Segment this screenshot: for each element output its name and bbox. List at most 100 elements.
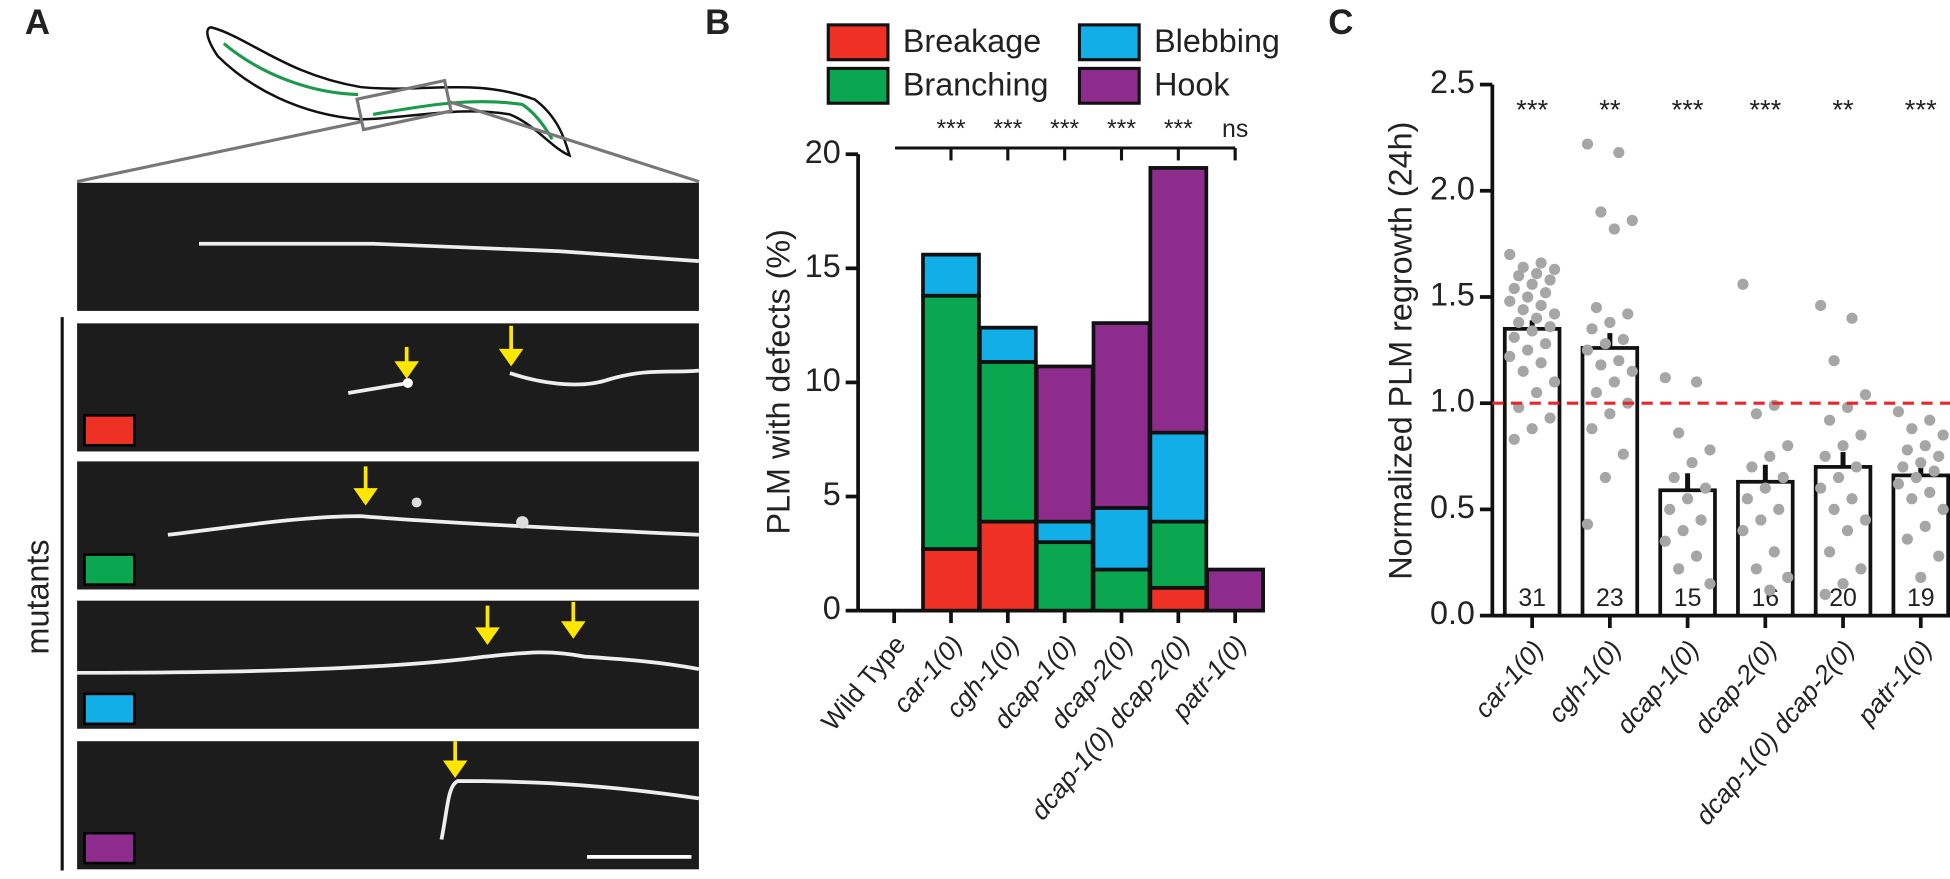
data-point (1919, 440, 1931, 452)
data-point (1673, 427, 1685, 439)
panel-a: A mutants (19, 3, 700, 871)
data-point (1777, 471, 1789, 484)
legend-swatch (83, 831, 136, 865)
bar-segment (977, 519, 1038, 613)
neurite (439, 779, 700, 840)
data-point (1910, 471, 1922, 484)
data-point (1613, 355, 1625, 367)
micrograph (77, 182, 699, 311)
data-point (1741, 493, 1754, 505)
bar-segment (1091, 321, 1152, 510)
significance: *** (993, 115, 1022, 143)
data-point (1915, 571, 1927, 583)
data-point (1746, 461, 1758, 473)
data-point (1815, 482, 1827, 494)
data-point (1539, 287, 1552, 299)
data-point (1759, 482, 1771, 494)
neurite (198, 241, 700, 264)
data-point (1508, 433, 1520, 445)
data-point (1824, 414, 1836, 426)
data-point (1531, 312, 1543, 324)
data-point (1690, 376, 1703, 388)
micrograph (77, 461, 699, 590)
y-tick-label: 5 (823, 476, 841, 512)
neurite (77, 650, 700, 675)
significance: ** (1599, 94, 1621, 125)
data-point (1846, 493, 1858, 505)
bar-segment (1148, 166, 1209, 435)
data-point (1837, 440, 1849, 452)
data-point (1901, 533, 1913, 545)
data-point (1673, 563, 1685, 575)
data-point (1539, 338, 1552, 350)
data-point (1590, 386, 1603, 399)
data-point (1906, 493, 1918, 505)
neurite (167, 514, 699, 537)
bar-segment (1148, 585, 1209, 613)
y-tick-label: 1.0 (1430, 383, 1475, 419)
data-point (1522, 344, 1534, 356)
data-point (1548, 308, 1561, 320)
count-label: 31 (1518, 584, 1546, 612)
legend-label: Blebbing (1154, 23, 1280, 59)
bar (1502, 326, 1562, 618)
significance: ** (1832, 94, 1854, 125)
data-point (1617, 333, 1629, 346)
data-point (1548, 263, 1561, 275)
data-point (1859, 389, 1872, 401)
data-point (1508, 282, 1520, 295)
data-point (1859, 514, 1872, 526)
data-point (1608, 223, 1620, 235)
bar-segment (921, 547, 981, 613)
data-point (1755, 514, 1767, 526)
data-point (1622, 308, 1634, 320)
bar-segment (1148, 519, 1209, 590)
legend-swatch (1077, 23, 1141, 62)
data-point (1832, 471, 1845, 484)
data-point (1924, 486, 1936, 498)
y-tick-label: 10 (805, 362, 841, 398)
y-tick-label: 2.0 (1430, 170, 1475, 206)
bar (1891, 473, 1950, 618)
count-label: 19 (1907, 584, 1935, 612)
y-tick-label: 0.5 (1430, 489, 1475, 525)
data-point (1764, 450, 1776, 462)
data-point (1659, 372, 1671, 384)
bar-segment (1148, 430, 1209, 524)
data-point (1626, 214, 1638, 227)
data-point (1933, 450, 1945, 462)
data-point (1668, 471, 1680, 484)
data-point (1513, 270, 1525, 282)
x-tick-label: car-1(0) (1468, 634, 1549, 723)
data-point (1664, 503, 1676, 515)
data-point (1659, 535, 1671, 547)
data-point (1544, 274, 1556, 286)
data-point (1841, 525, 1854, 537)
data-point (1544, 412, 1556, 424)
data-point (1773, 503, 1785, 515)
data-point (1850, 461, 1863, 473)
data-point (1815, 299, 1827, 312)
data-point (1526, 278, 1538, 290)
y-axis-label: PLM with defects (%) (761, 229, 797, 534)
data-point (1677, 525, 1689, 537)
data-point (1504, 295, 1516, 307)
significance: *** (1516, 94, 1548, 125)
legend-label: Hook (1154, 67, 1230, 103)
y-axis-label: Normalized PLM regrowth (24h) (1382, 122, 1418, 580)
data-point (1599, 471, 1611, 484)
data-point (1937, 429, 1949, 441)
data-point (1819, 450, 1831, 462)
bar-segment (921, 252, 981, 298)
data-point (1504, 248, 1516, 261)
data-point (1690, 550, 1703, 562)
data-point (1782, 440, 1794, 452)
data-point (1581, 138, 1594, 150)
bar-segment (1091, 506, 1152, 572)
count-label: 23 (1596, 584, 1624, 612)
data-point (1937, 503, 1949, 515)
side-label: mutants (19, 539, 55, 654)
data-point (1544, 321, 1556, 333)
bar-segment (1205, 567, 1266, 613)
